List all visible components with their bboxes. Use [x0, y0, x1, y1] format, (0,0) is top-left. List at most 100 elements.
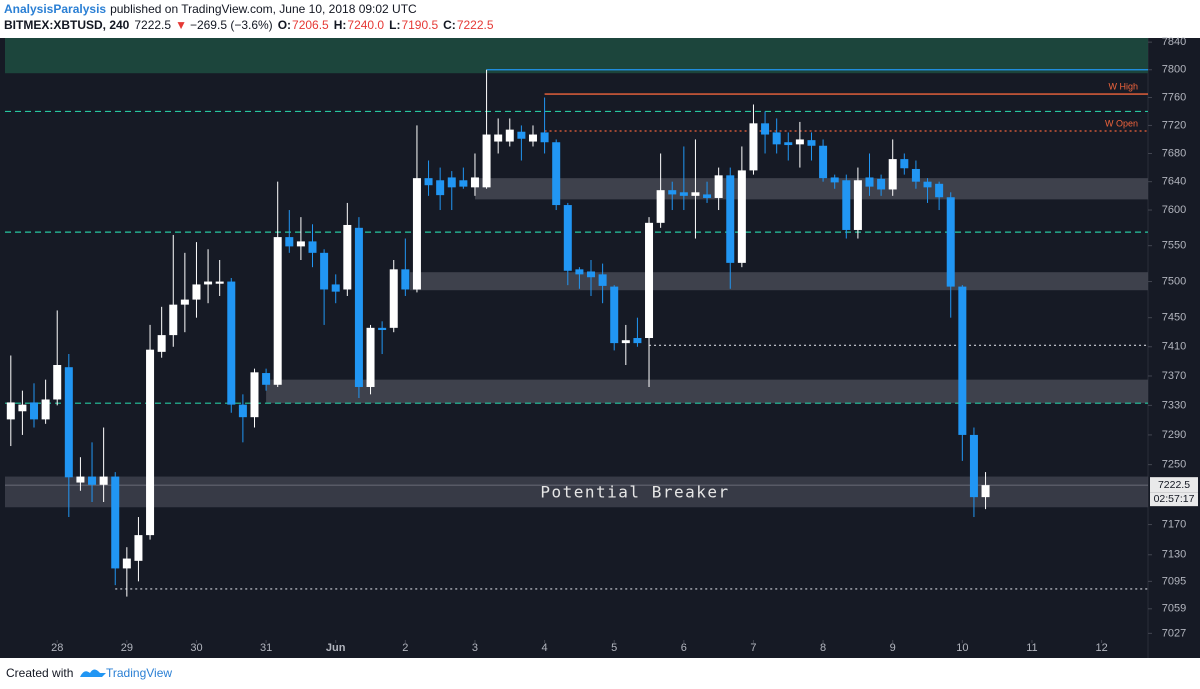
x-tick-label: 10: [956, 642, 968, 654]
candle-body: [122, 558, 131, 569]
candle-body: [285, 237, 294, 247]
candle-body: [169, 304, 178, 336]
candle-body: [563, 205, 572, 271]
zone: [474, 178, 1148, 200]
y-tick-label: 7640: [1162, 176, 1186, 188]
candle-body: [157, 335, 166, 352]
y-tick-label: 7027: [1162, 627, 1186, 639]
candle-body: [18, 404, 27, 412]
candle-body: [737, 170, 746, 263]
y-tick-label: 7130: [1162, 549, 1186, 561]
candle-body: [215, 281, 224, 284]
candle-body: [969, 434, 978, 498]
y-tick-label: 7680: [1162, 147, 1186, 159]
last-price-box: [1150, 477, 1198, 493]
brand[interactable]: TradingView: [106, 666, 172, 680]
candle-body: [528, 134, 537, 142]
candle-body: [575, 269, 584, 275]
ohlc-value: 7206.5: [292, 18, 329, 32]
candle-body: [320, 252, 329, 290]
candle-body: [865, 177, 874, 187]
created-with: Created with: [6, 666, 73, 680]
y-tick-label: 7760: [1162, 91, 1186, 103]
candle-body: [343, 224, 352, 290]
candle-body: [494, 134, 503, 142]
x-tick-label: 12: [1095, 642, 1107, 654]
countdown-label: 02:57:17: [1154, 493, 1195, 505]
y-tick-label: 7250: [1162, 459, 1186, 471]
candle-body: [53, 365, 62, 400]
candle-body: [946, 197, 955, 287]
level-label: W Open: [1105, 118, 1138, 128]
x-tick-label: Jun: [326, 642, 346, 654]
footer-background: [0, 658, 1200, 689]
tradingview-logo[interactable]: [80, 669, 106, 678]
candle-body: [784, 142, 793, 146]
x-tick-label: 6: [681, 642, 687, 654]
ohlc-label: L:: [389, 18, 400, 32]
x-tick-label: 28: [51, 642, 63, 654]
candle-body: [923, 181, 932, 188]
y-tick-label: 7800: [1162, 64, 1186, 76]
candle-body: [273, 237, 282, 385]
candle-body: [366, 327, 375, 387]
change: −269.5 (−3.6%): [190, 18, 273, 32]
author[interactable]: AnalysisParalysis: [4, 2, 106, 16]
candle-body: [76, 476, 85, 483]
candle-body: [88, 476, 97, 485]
candle-body: [378, 327, 387, 331]
plot-area: Potential Breaker W High W Open: [5, 38, 1148, 597]
candle-body: [853, 180, 862, 230]
y-tick-label: 7330: [1162, 399, 1186, 411]
candle-body: [795, 139, 804, 145]
candle-body: [134, 535, 143, 561]
zone: [409, 272, 1148, 291]
candle-body: [482, 134, 491, 188]
zone: [5, 476, 1148, 508]
candle-body: [819, 145, 828, 179]
candle-body: [703, 194, 712, 198]
candle-body: [726, 175, 735, 263]
candle-body: [331, 284, 340, 292]
x-tick-label: 8: [820, 642, 826, 654]
countdown-box: [1150, 492, 1198, 507]
x-tick-label: 31: [260, 642, 272, 654]
candle-body: [204, 281, 213, 285]
candle-body: [505, 129, 514, 142]
y-tick-label: 7059: [1162, 603, 1186, 615]
candle-body: [714, 175, 723, 198]
candle-body: [412, 178, 421, 290]
x-tick-label: 7: [750, 642, 756, 654]
candle-body: [668, 190, 677, 195]
candle-body: [146, 349, 155, 536]
x-tick-label: 11: [1026, 642, 1037, 654]
ohlc-value: 7240.0: [347, 18, 384, 32]
candle-body: [308, 241, 317, 253]
candle-body: [99, 476, 108, 485]
candle-body: [958, 286, 967, 435]
candle-body: [935, 183, 944, 198]
x-tick-label: 3: [472, 642, 478, 654]
candle-body: [296, 241, 305, 247]
candle-body: [470, 177, 479, 188]
y-tick-label: 7500: [1162, 275, 1186, 287]
ohlc-label: C:: [443, 18, 456, 32]
x-tick-label: 9: [890, 642, 896, 654]
candle-body: [645, 222, 654, 339]
y-tick-label: 7410: [1162, 341, 1186, 353]
candle-body: [436, 180, 445, 196]
y-tick-label: 7170: [1162, 518, 1186, 530]
candle-body: [180, 299, 189, 305]
y-tick-label: 7840: [1162, 36, 1186, 48]
candle-body: [540, 132, 549, 143]
candle-body: [227, 281, 236, 405]
ohlc-label: O:: [278, 18, 291, 32]
ohlc-label: H:: [334, 18, 347, 32]
zone: [266, 379, 1148, 404]
candle-body: [64, 367, 73, 478]
y-tick-label: 7290: [1162, 429, 1186, 441]
candle-body: [389, 269, 398, 328]
candle-body: [610, 286, 619, 344]
candle-body: [888, 159, 897, 190]
